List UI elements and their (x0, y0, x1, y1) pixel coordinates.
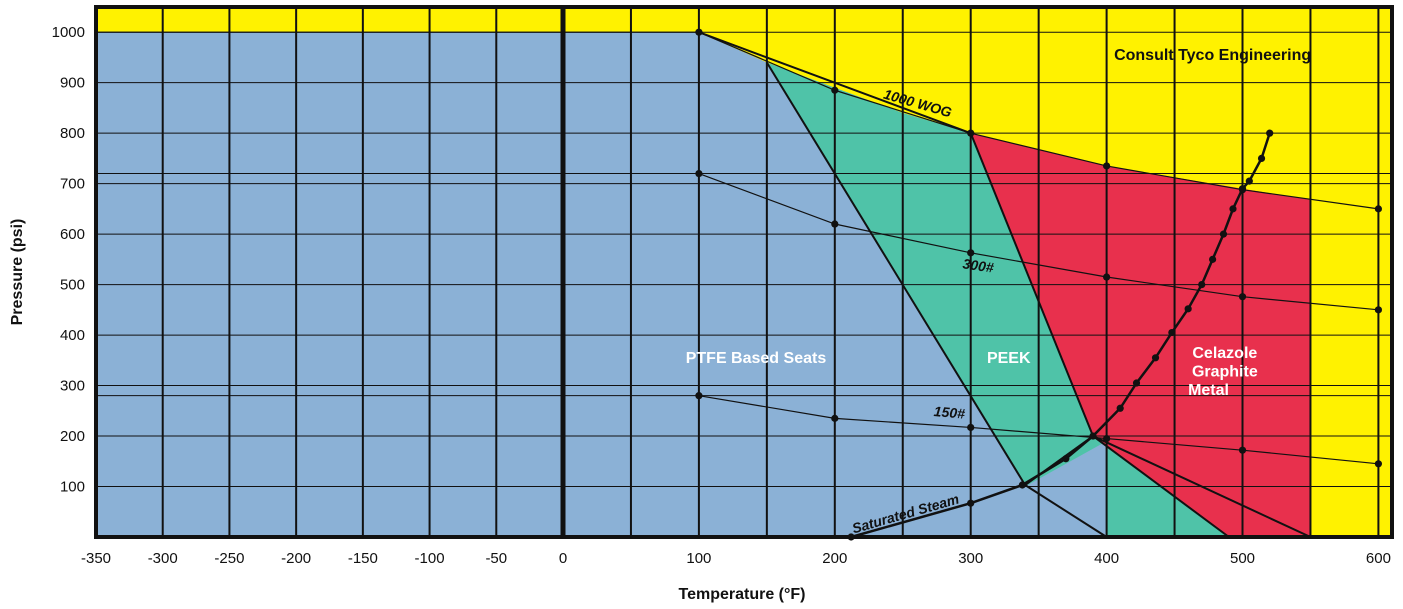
data-point-saturated-steam (1151, 354, 1160, 362)
curve-label-300: 300# (962, 255, 995, 275)
x-tick-label: -100 (415, 550, 445, 567)
x-tick-label: -200 (281, 550, 311, 567)
boundary-lower-right-1 (1024, 484, 1108, 538)
y-tick-label: 1000 (52, 24, 85, 41)
data-point-1000-wog (831, 86, 839, 94)
y-tick-label: 800 (60, 125, 85, 142)
plot-frame (94, 5, 1394, 539)
data-point-150 (695, 392, 703, 400)
data-point-saturated-steam (1266, 129, 1274, 137)
y-axis-title: Pressure (psi) (9, 219, 26, 326)
region-peek (766, 62, 1229, 537)
region-label: PTFE Based Seats (686, 350, 827, 367)
x-tick-label: -50 (485, 550, 507, 567)
boundary-celazole-limit (1092, 435, 1311, 538)
data-point-saturated-steam (1184, 305, 1192, 313)
data-point-saturated-steam (1168, 328, 1176, 337)
y-tick-label: 200 (60, 428, 85, 445)
data-point-saturated-steam (1062, 455, 1070, 463)
y-tick-label: 500 (60, 277, 85, 294)
data-point-300 (1374, 306, 1383, 314)
y-tick-label: 700 (60, 176, 85, 193)
region-layer (96, 6, 1392, 537)
data-point-saturated-steam (847, 533, 855, 541)
series-layer (96, 28, 1383, 541)
x-tick-label: 200 (822, 550, 847, 567)
region-label: Celazole (1192, 345, 1257, 362)
x-tick-label: 500 (1230, 550, 1255, 567)
x-tick-label: 400 (1094, 550, 1119, 567)
boundary-peek-celazole (969, 132, 1094, 437)
x-axis-title: Temperature (°F) (678, 586, 805, 603)
boundary-ptfe-peek (765, 61, 1026, 486)
data-point-saturated-steam (1132, 379, 1141, 387)
region-label: Metal (1188, 382, 1229, 399)
boundary-ptfe-limit (698, 31, 972, 135)
data-point-300 (831, 220, 839, 228)
data-point-150 (1374, 460, 1383, 468)
data-point-saturated-steam (1018, 481, 1026, 489)
y-tick-label: 900 (60, 75, 85, 92)
x-tick-label: -300 (148, 550, 178, 567)
data-point-150 (1103, 434, 1111, 443)
data-point-1000-wog (1374, 205, 1383, 213)
x-tick-label: -350 (81, 550, 111, 567)
region-label: Graphite (1192, 363, 1258, 380)
region-label: PEEK (987, 350, 1031, 367)
y-tick-label: 300 (60, 378, 85, 395)
data-point-1000-wog (695, 28, 703, 36)
data-point-saturated-steam (1245, 177, 1253, 185)
data-point-saturated-steam (1229, 205, 1237, 213)
y-tick-label: 600 (60, 226, 85, 243)
series-line-150 (698, 395, 1379, 465)
data-point-300 (1103, 273, 1111, 281)
curve-label-150: 150# (933, 403, 966, 422)
gridlines (96, 7, 1392, 537)
data-point-saturated-steam (1238, 185, 1247, 193)
tick-labels: -350 -300 -250 -200 -150 -100 -50 0 100 200 300 400… (52, 24, 1391, 567)
data-point-300 (1238, 293, 1247, 301)
x-tick-label: 600 (1366, 550, 1391, 567)
data-point-300 (967, 249, 975, 257)
y-tick-label: 100 (60, 479, 85, 496)
data-point-saturated-steam (1116, 404, 1124, 412)
y-tick-label: 400 (60, 327, 85, 344)
data-point-saturated-steam (1257, 154, 1266, 162)
x-tick-label: 300 (958, 550, 983, 567)
data-point-150 (831, 414, 839, 422)
data-point-1000-wog (967, 129, 975, 137)
data-point-300 (695, 169, 703, 178)
data-point-saturated-steam (1089, 432, 1097, 440)
series-line-300 (698, 172, 1379, 311)
plot-border (94, 5, 1394, 539)
data-point-saturated-steam (1219, 230, 1228, 238)
x-tick-label: 100 (686, 550, 711, 567)
data-point-saturated-steam (1198, 281, 1206, 289)
region-label: Consult Tyco Engineering (1114, 47, 1311, 64)
x-tick-label: -250 (214, 550, 244, 567)
data-point-1000-wog (1103, 162, 1111, 170)
data-point-150 (967, 423, 975, 432)
data-point-150 (1238, 446, 1247, 454)
x-tick-label: 0 (559, 550, 567, 567)
data-point-saturated-steam (1209, 255, 1217, 263)
x-tick-label: -150 (348, 550, 378, 567)
boundary-lower-right-2 (1092, 435, 1230, 538)
data-point-saturated-steam (967, 499, 975, 507)
